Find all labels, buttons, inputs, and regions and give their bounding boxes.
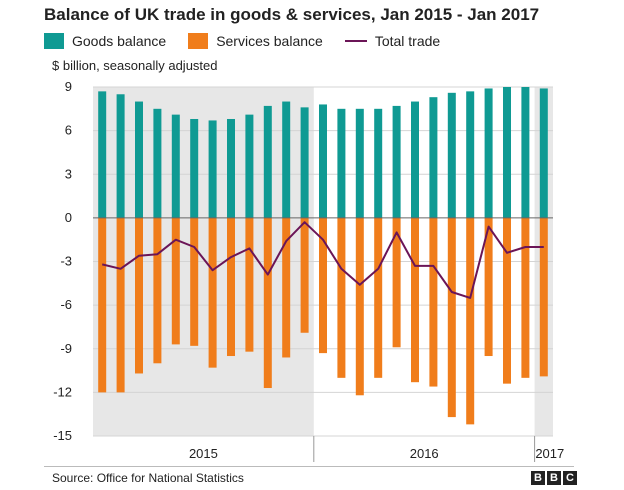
x-year-labels: 2015 2016 2017 xyxy=(189,436,564,462)
chart-title: Balance of UK trade in goods & services,… xyxy=(44,5,540,24)
goods-bar xyxy=(521,87,530,218)
services-bar xyxy=(135,217,143,374)
goods-bar xyxy=(319,104,327,218)
legend-label-services: Services balance xyxy=(216,33,323,49)
y-tick-labels: 9 6 3 0 -3 -6 -9 -12 -15 xyxy=(53,79,72,443)
y-tick-label: -15 xyxy=(53,428,72,443)
services-bar xyxy=(171,217,180,345)
goods-bar xyxy=(355,108,364,218)
x-year-label: 2015 xyxy=(189,446,218,461)
bbc-logo-letter: B xyxy=(531,471,545,485)
goods-bar xyxy=(116,94,125,218)
y-tick-label: 0 xyxy=(65,210,72,225)
services-bar xyxy=(466,217,475,425)
y-tick-label: -6 xyxy=(60,297,72,312)
bbc-logo: B B C xyxy=(529,471,577,485)
services-bar xyxy=(263,217,272,389)
legend-swatch-services xyxy=(188,33,209,49)
services-bar xyxy=(503,217,511,384)
total-trade-line xyxy=(101,221,544,299)
services-bar xyxy=(337,217,346,378)
goods-bar xyxy=(153,108,162,218)
services-bar xyxy=(153,217,162,364)
goods-bar xyxy=(447,92,456,218)
legend-swatch-total xyxy=(344,40,367,42)
goods-bar xyxy=(208,120,217,218)
services-bar xyxy=(208,217,217,368)
y-tick-label: 3 xyxy=(65,166,72,181)
goods-bar xyxy=(466,91,475,218)
y-axis-units-label: $ billion, seasonally adjusted xyxy=(52,58,218,73)
services-bar xyxy=(355,217,364,396)
goods-bar xyxy=(503,87,511,218)
legend-label-goods: Goods balance xyxy=(72,33,167,49)
legend-item-total: Total trade xyxy=(344,33,441,49)
goods-bar xyxy=(374,108,383,218)
source-note: Source: Office for National Statistics xyxy=(52,471,244,485)
goods-bar xyxy=(411,101,419,218)
goods-bar xyxy=(135,101,143,218)
services-bar xyxy=(98,217,107,393)
services-bar xyxy=(190,217,199,346)
services-bar xyxy=(447,217,456,418)
services-bar xyxy=(319,217,327,354)
bars xyxy=(98,87,548,425)
y-tick-label: -3 xyxy=(60,254,72,269)
goods-bar xyxy=(392,105,401,218)
goods-bar xyxy=(190,118,199,218)
total-trade-series-line xyxy=(101,221,544,299)
y-tick-label: -12 xyxy=(53,384,72,399)
goods-bar xyxy=(282,101,291,218)
services-bar xyxy=(282,217,291,358)
legend-swatch-goods xyxy=(44,33,64,49)
goods-bar xyxy=(300,107,309,218)
goods-bar xyxy=(245,114,254,218)
goods-bar xyxy=(484,88,493,218)
bbc-logo-letter: B xyxy=(547,471,561,485)
legend-item-services: Services balance xyxy=(188,33,323,49)
services-bar xyxy=(521,217,530,378)
legend-label-total: Total trade xyxy=(374,33,441,49)
services-bar xyxy=(484,217,493,357)
x-year-label: 2016 xyxy=(410,446,439,461)
footer-divider xyxy=(44,466,574,467)
y-tick-label: -9 xyxy=(60,341,72,356)
services-bar xyxy=(392,217,401,348)
services-bar xyxy=(411,217,419,383)
legend-item-goods: Goods balance xyxy=(44,33,166,49)
goods-bar xyxy=(539,88,548,218)
services-bar xyxy=(374,217,383,378)
services-bar xyxy=(116,217,125,393)
y-tick-label: 9 xyxy=(65,79,72,94)
goods-bar xyxy=(227,118,235,218)
services-bar xyxy=(429,217,438,387)
x-year-label: 2017 xyxy=(535,446,564,461)
y-tick-label: 6 xyxy=(65,123,72,138)
bbc-logo-letter: C xyxy=(563,471,577,485)
goods-bar xyxy=(337,108,346,218)
goods-bar xyxy=(98,91,107,218)
services-bar xyxy=(245,217,254,352)
services-bar xyxy=(300,217,309,333)
services-bar xyxy=(539,217,548,377)
goods-bar xyxy=(263,105,272,218)
services-bar xyxy=(227,217,235,357)
goods-bar xyxy=(171,114,180,218)
goods-bar xyxy=(429,97,438,218)
legend: Goods balance Services balance Total tra… xyxy=(44,31,462,51)
